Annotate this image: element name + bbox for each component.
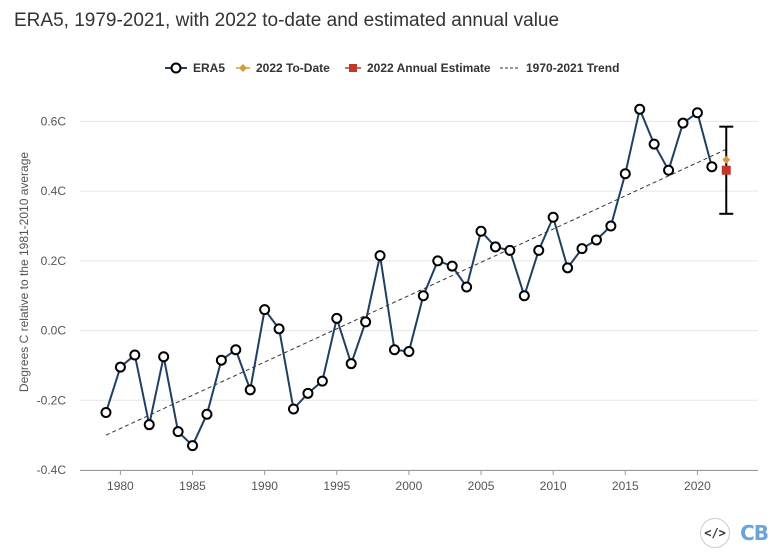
legend-item-annual-estimate[interactable]: 2022 Annual Estimate bbox=[345, 58, 491, 78]
code-embed-icon[interactable]: </> bbox=[700, 518, 731, 548]
cb-brand: CB bbox=[740, 521, 769, 545]
era5-point[interactable] bbox=[432, 255, 444, 267]
legend-estimate-marker bbox=[345, 64, 361, 72]
x-tick-label: 1985 bbox=[179, 479, 206, 493]
era5-point[interactable] bbox=[648, 138, 660, 150]
era5-point[interactable] bbox=[619, 168, 631, 180]
era5-point[interactable] bbox=[201, 408, 213, 420]
legend-era5-marker bbox=[165, 62, 187, 74]
x-tick-label: 2010 bbox=[540, 479, 567, 493]
legend-item-to-date[interactable]: 2022 To-Date bbox=[236, 58, 330, 78]
era5-point[interactable] bbox=[403, 345, 415, 357]
to-date-point[interactable] bbox=[722, 155, 731, 164]
x-tick-label: 2005 bbox=[468, 479, 495, 493]
era5-point[interactable] bbox=[374, 250, 386, 262]
era5-point[interactable] bbox=[547, 211, 559, 223]
era5-point[interactable] bbox=[446, 260, 458, 272]
legend-trend-marker bbox=[500, 67, 520, 69]
era5-point[interactable] bbox=[461, 281, 473, 293]
x-tick-label: 2000 bbox=[396, 479, 423, 493]
x-tick-label: 2020 bbox=[684, 479, 711, 493]
era5-point[interactable] bbox=[244, 384, 256, 396]
legend-era5-label: ERA5 bbox=[193, 61, 226, 75]
x-tick-labels: 1980 1985 1990 1995 2000 2005 2010 2015 2020 bbox=[107, 470, 711, 493]
era5-point[interactable] bbox=[504, 244, 516, 256]
legend: ERA5 2022 To-Date 2022 Annual Estimate 1… bbox=[0, 58, 780, 78]
x-tick-label: 1995 bbox=[323, 479, 350, 493]
era5-point[interactable] bbox=[562, 262, 574, 274]
y-tick-label: -0.2C bbox=[37, 393, 67, 407]
era5-point[interactable] bbox=[533, 244, 545, 256]
era5-point[interactable] bbox=[518, 290, 530, 302]
era5-point[interactable] bbox=[706, 161, 718, 173]
era5-point[interactable] bbox=[273, 323, 285, 335]
trend-line bbox=[105, 148, 727, 436]
legend-estimate-label: 2022 Annual Estimate bbox=[367, 61, 491, 75]
legend-trend-label: 1970-2021 Trend bbox=[526, 61, 620, 75]
era5-point[interactable] bbox=[100, 406, 112, 418]
2022-series bbox=[719, 125, 734, 215]
era5-point[interactable] bbox=[259, 304, 271, 316]
era5-point[interactable] bbox=[230, 344, 242, 356]
annual-estimate-point[interactable] bbox=[721, 165, 731, 175]
era5-point[interactable] bbox=[677, 117, 689, 129]
era5-point[interactable] bbox=[345, 358, 357, 370]
era5-point[interactable] bbox=[663, 164, 675, 176]
era5-point[interactable] bbox=[388, 344, 400, 356]
era5-point[interactable] bbox=[634, 103, 646, 115]
era5-point[interactable] bbox=[576, 243, 588, 255]
era5-point[interactable] bbox=[417, 290, 429, 302]
era5-point[interactable] bbox=[143, 419, 155, 431]
era5-point[interactable] bbox=[287, 403, 299, 415]
chart-title: ERA5, 1979-2021, with 2022 to-date and e… bbox=[14, 10, 560, 31]
trend-series bbox=[105, 148, 727, 436]
era5-point[interactable] bbox=[172, 426, 184, 438]
era5-point[interactable] bbox=[331, 312, 343, 324]
era5-point[interactable] bbox=[691, 107, 703, 119]
era5-point[interactable] bbox=[302, 387, 314, 399]
era5-point[interactable] bbox=[158, 351, 170, 363]
era5-point[interactable] bbox=[215, 354, 227, 366]
legend-item-trend[interactable]: 1970-2021 Trend bbox=[500, 58, 619, 78]
y-tick-label: 0.2C bbox=[41, 254, 67, 268]
y-tick-label: 0.0C bbox=[41, 324, 67, 338]
y-tick-label: 0.4C bbox=[41, 184, 67, 198]
x-tick-label: 2015 bbox=[612, 479, 639, 493]
era5-point[interactable] bbox=[605, 220, 617, 232]
era5-point[interactable] bbox=[129, 349, 141, 361]
carbon-brief-logo: </> CB bbox=[700, 518, 769, 548]
era5-line bbox=[105, 105, 713, 448]
y-tick-label: 0.6C bbox=[41, 114, 67, 128]
era5-point[interactable] bbox=[360, 316, 372, 328]
legend-item-era5[interactable]: ERA5 bbox=[165, 58, 225, 78]
legend-to-date-label: 2022 To-Date bbox=[256, 61, 330, 75]
era5-series bbox=[100, 103, 718, 452]
era5-point[interactable] bbox=[489, 241, 501, 253]
y-tick-label: -0.4C bbox=[37, 463, 67, 477]
era5-point[interactable] bbox=[187, 440, 199, 452]
legend-to-date-marker bbox=[236, 64, 250, 72]
x-tick-label: 1980 bbox=[107, 479, 134, 493]
x-tick-label: 1990 bbox=[251, 479, 278, 493]
era5-point[interactable] bbox=[475, 225, 487, 237]
y-tick-labels: -0.4C -0.2C 0.0C 0.2C 0.4C 0.6C bbox=[37, 114, 67, 477]
era5-point[interactable] bbox=[316, 375, 328, 387]
era5-point[interactable] bbox=[590, 234, 602, 246]
era5-point[interactable] bbox=[114, 361, 126, 373]
